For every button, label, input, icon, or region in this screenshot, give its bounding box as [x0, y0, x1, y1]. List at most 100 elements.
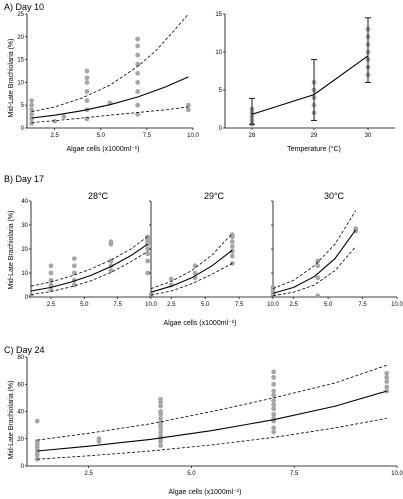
- b3-point: [315, 275, 321, 281]
- b1-fit-line: [30, 243, 149, 292]
- c-ytick-label: 20: [17, 437, 24, 443]
- b2-xtick-label: 10.0: [267, 302, 279, 308]
- a1-point: [135, 43, 141, 49]
- b2-fit-line: [150, 249, 233, 293]
- c-point: [34, 418, 40, 424]
- b3-point: [315, 258, 321, 264]
- a1-point: [29, 121, 35, 126]
- b2-point: [229, 232, 235, 238]
- a1-point: [61, 114, 67, 119]
- b1-xtick-label: 10.0: [145, 302, 157, 308]
- c-point: [158, 443, 164, 448]
- a1-point: [84, 68, 90, 74]
- c-point: [158, 429, 164, 435]
- b-ylabel: Mid-Late Brachiolaria (%): [8, 211, 15, 290]
- b1-point: [145, 246, 151, 252]
- c-point: [271, 369, 277, 375]
- a2-ytick-label: 15: [215, 12, 222, 18]
- c-point: [271, 425, 277, 431]
- b-xlabel: Algae cells (x1000ml⁻¹): [164, 320, 237, 327]
- a1-ylabel: Mid-Late Brachiolaria (%): [8, 39, 15, 118]
- b2-xtick-label: 2.5: [167, 302, 176, 308]
- c-point: [158, 409, 164, 414]
- b1-point: [145, 270, 151, 276]
- a1-upper-ci: [31, 13, 189, 112]
- c-point: [34, 456, 40, 462]
- b3-lower-ci: [272, 246, 357, 297]
- b3-xtick-label: 7.5: [358, 302, 367, 308]
- a1-point: [185, 102, 191, 108]
- a2-xtick-label: 29: [311, 133, 318, 139]
- c-point: [271, 429, 277, 435]
- a1-point: [135, 80, 141, 85]
- panel-c-title: C) Day 24: [4, 345, 45, 355]
- b1-xtick-label: 7.5: [113, 302, 122, 308]
- a1-xtick-label: 10.0: [187, 133, 199, 139]
- a1-ytick-label: 15: [17, 58, 24, 64]
- a1-point: [185, 107, 191, 113]
- c-point: [384, 379, 390, 384]
- b1-point: [71, 282, 77, 288]
- b2-xtick-label: 7.5: [235, 302, 244, 308]
- b2-point: [229, 249, 235, 254]
- b1-point: [48, 282, 54, 288]
- a1-ytick-label: 10: [17, 80, 24, 86]
- b2-point: [229, 244, 235, 250]
- b3-xtick-label: 10.0: [391, 302, 403, 308]
- c-ytick-label: 0: [21, 464, 25, 470]
- a1-point: [29, 102, 35, 108]
- a1-xlabel: Algae cells (x1000ml⁻¹): [67, 146, 140, 153]
- b3-point: [315, 263, 321, 269]
- a1-xtick-label: 7.5: [143, 133, 152, 139]
- a2-ytick-label: 5: [219, 88, 223, 94]
- c-ylabel: Mid-Late Brachiolaria (%): [8, 381, 15, 460]
- b2-point: [229, 253, 235, 259]
- b3-xtick-label: 2.5: [289, 302, 298, 308]
- b1-point: [71, 256, 77, 261]
- b2-point: [168, 276, 174, 282]
- a1-point: [52, 118, 58, 124]
- a1-point: [29, 111, 35, 117]
- b3-point: [353, 226, 359, 232]
- b1-point: [145, 258, 151, 264]
- c-point: [158, 415, 164, 421]
- c-point: [271, 411, 277, 417]
- b-sub2-label: 29°C: [204, 191, 225, 201]
- c-lower-ci: [37, 417, 387, 460]
- c-point: [158, 403, 164, 409]
- b1-point: [48, 263, 54, 269]
- b3-xtick-label: 5.0: [324, 302, 333, 308]
- b3-point: [315, 293, 321, 299]
- b2-xtick-label: 5.0: [201, 302, 210, 308]
- a1-point: [135, 89, 141, 94]
- c-point: [384, 388, 390, 394]
- b1-point: [71, 263, 77, 269]
- panel-a-title: A) Day 10: [4, 2, 44, 12]
- a1-ytick-label: 0: [21, 126, 25, 132]
- a1-point: [135, 36, 141, 42]
- b3-upper-ci: [272, 210, 357, 289]
- a1-xtick-label: 2.5: [50, 133, 59, 139]
- c-point: [384, 375, 390, 380]
- a1-point: [135, 111, 141, 117]
- c-point: [158, 396, 164, 402]
- b1-ytick-label: 0: [25, 295, 29, 301]
- a1-point: [29, 98, 35, 104]
- a2-ytick-label: 0: [219, 126, 223, 132]
- b2-point: [192, 263, 198, 269]
- c-point: [271, 398, 277, 403]
- c-point: [271, 381, 277, 387]
- b3-point: [270, 285, 276, 290]
- b1-ytick-label: 10: [21, 271, 28, 277]
- b1-ytick-label: 20: [21, 247, 28, 253]
- c-point: [384, 384, 390, 390]
- a2-xlabel: Temperature (°C): [287, 145, 341, 153]
- a2-xtick-label: 30: [365, 133, 372, 139]
- b-sub3-label: 30°C: [324, 191, 345, 201]
- b1-upper-ci: [30, 236, 148, 287]
- c-xtick-label: 10.0: [391, 471, 403, 477]
- a1-point: [84, 89, 90, 94]
- c-point: [271, 402, 277, 408]
- c-point: [271, 406, 277, 412]
